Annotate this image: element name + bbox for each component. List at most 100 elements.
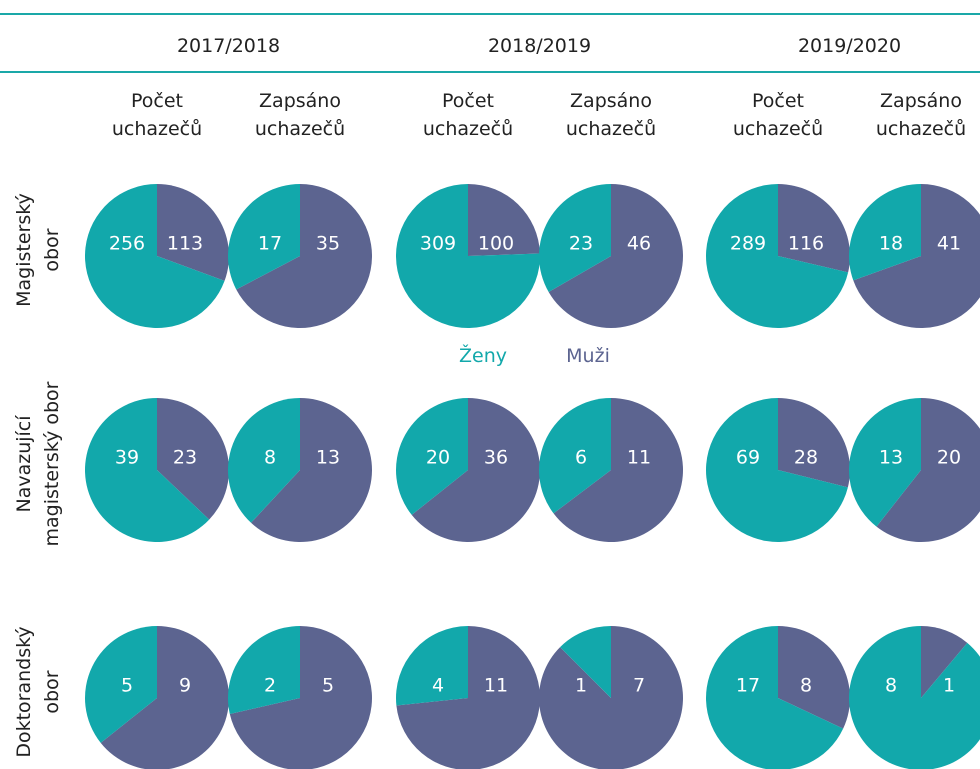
data-label: 69 xyxy=(736,447,760,469)
slice xyxy=(849,398,921,527)
measure-header: Počet xyxy=(131,90,183,112)
slice xyxy=(157,184,229,281)
data-label: 39 xyxy=(115,447,139,469)
row-label-line: Magisterský xyxy=(13,193,35,307)
year-header: 2018/2019 xyxy=(487,35,592,57)
data-label: 1 xyxy=(943,675,955,697)
measure-header: Zapsáno xyxy=(259,90,341,112)
data-label: 36 xyxy=(484,447,508,469)
measure-header: uchazečů xyxy=(111,118,203,140)
slice xyxy=(539,184,611,292)
year-header: 2019/2020 xyxy=(797,35,902,57)
row-label-line: obor xyxy=(41,670,63,714)
slice xyxy=(468,184,540,256)
data-label: 18 xyxy=(879,233,903,255)
slice xyxy=(778,398,850,488)
data-label: 8 xyxy=(264,447,276,469)
data-label: 8 xyxy=(800,675,812,697)
data-label: 28 xyxy=(794,447,818,469)
slice xyxy=(560,626,611,698)
data-label: 23 xyxy=(173,447,197,469)
data-label: 116 xyxy=(788,233,824,255)
slice xyxy=(706,184,849,328)
row-label: Navazující magisterský obor xyxy=(10,382,66,547)
rule xyxy=(0,71,980,73)
year-header: 2017/2018 xyxy=(176,35,281,57)
rule xyxy=(0,13,980,15)
data-label: 23 xyxy=(569,233,593,255)
data-label: 2 xyxy=(264,675,276,697)
slice xyxy=(229,626,372,769)
slice xyxy=(228,183,301,290)
slice xyxy=(706,626,844,769)
data-label: 11 xyxy=(627,447,651,469)
measure-header: uchazečů xyxy=(422,118,514,140)
data-label: 46 xyxy=(627,233,651,255)
data-label: 20 xyxy=(426,447,450,469)
slice xyxy=(395,184,540,328)
measure-header: uchazečů xyxy=(875,118,967,140)
slice xyxy=(778,626,850,729)
row-label: Magisterský obor xyxy=(10,193,66,307)
data-label: 113 xyxy=(167,233,203,255)
slice xyxy=(876,398,980,542)
row-label-line: Doktorandský xyxy=(13,626,35,758)
data-label: 256 xyxy=(109,233,145,255)
row-label: Doktorandský obor xyxy=(10,626,66,757)
data-label: 100 xyxy=(478,233,514,255)
data-label: 35 xyxy=(316,233,340,255)
slice xyxy=(411,398,541,542)
data-label: 6 xyxy=(575,447,587,469)
measure-header: uchazečů xyxy=(254,118,346,140)
row-label-line: Navazující xyxy=(13,415,35,513)
slice xyxy=(251,398,372,542)
row-label-line: obor xyxy=(41,228,63,272)
data-label: 13 xyxy=(316,447,340,469)
slice xyxy=(539,398,611,514)
data-label: 17 xyxy=(736,675,760,697)
data-label: 41 xyxy=(937,233,961,255)
data-label: 1 xyxy=(575,675,587,697)
slice xyxy=(921,626,968,698)
measure-header: Počet xyxy=(442,90,494,112)
data-label: 9 xyxy=(179,675,191,697)
slice xyxy=(227,398,300,523)
data-label: 17 xyxy=(258,233,282,255)
data-label: 7 xyxy=(633,675,645,697)
data-label: 4 xyxy=(432,675,444,697)
slice xyxy=(849,626,980,769)
slice xyxy=(853,184,980,328)
slice xyxy=(538,626,683,769)
legend-entry: Muži xyxy=(566,345,610,367)
legend-entry: Ženy xyxy=(459,345,507,367)
data-label: 11 xyxy=(484,675,508,697)
data-label: 20 xyxy=(937,447,961,469)
row-label-line: magisterský obor xyxy=(41,381,63,547)
measure-header: Zapsáno xyxy=(880,90,962,112)
data-label: 5 xyxy=(322,675,334,697)
slice xyxy=(84,184,225,329)
data-label: 309 xyxy=(420,233,456,255)
slice xyxy=(84,398,210,542)
slice xyxy=(548,184,683,329)
slice xyxy=(228,626,300,715)
measure-header: uchazečů xyxy=(732,118,824,140)
slice xyxy=(778,184,850,273)
slice xyxy=(100,626,229,769)
measure-header: Zapsáno xyxy=(570,90,652,112)
data-label: 289 xyxy=(730,233,766,255)
data-label: 8 xyxy=(885,675,897,697)
measure-header: uchazečů xyxy=(565,118,657,140)
slice xyxy=(706,398,848,542)
slice xyxy=(553,398,683,542)
slice xyxy=(396,626,540,769)
data-label: 5 xyxy=(121,675,133,697)
slice xyxy=(157,398,229,520)
slice xyxy=(849,184,921,281)
slice xyxy=(396,398,468,515)
measure-header: Počet xyxy=(752,90,804,112)
slice xyxy=(395,626,468,706)
data-label: 13 xyxy=(879,447,903,469)
